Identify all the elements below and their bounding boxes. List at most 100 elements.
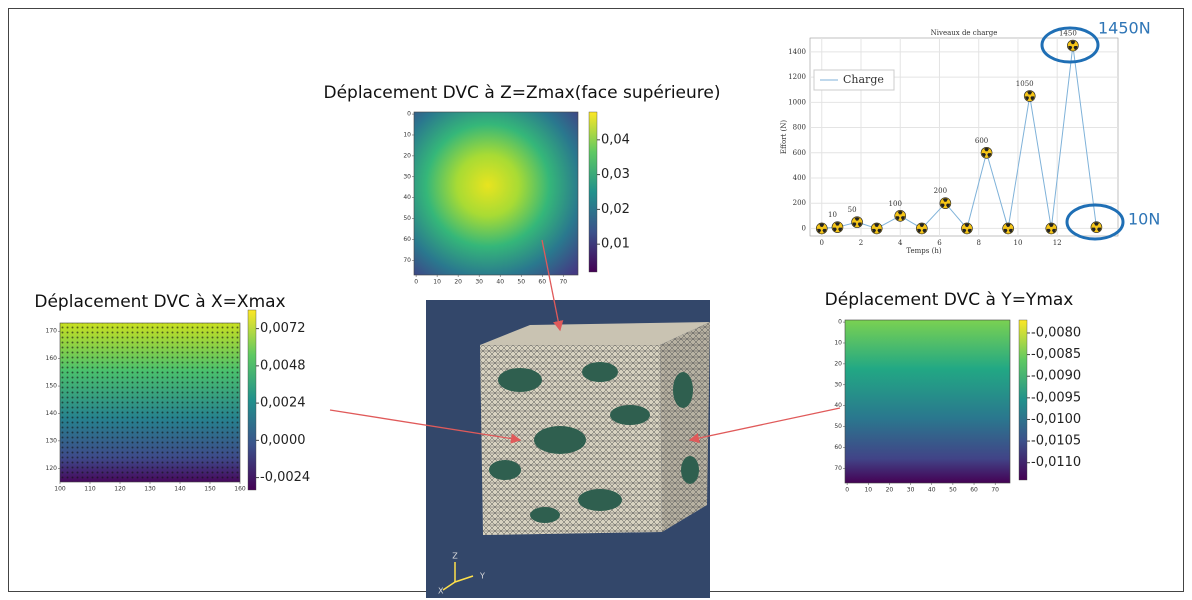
colorbar-label: 0,0000 [260, 433, 306, 448]
x-tick-label: 140 [174, 486, 186, 493]
x-tick-label: 50 [949, 487, 957, 494]
y-tick-label: 0 [838, 319, 842, 326]
point-marker [851, 216, 863, 228]
mesh-view: Z Y X [426, 300, 710, 598]
y-tick-label: 20 [834, 360, 842, 367]
x-tick-label: 4 [898, 239, 903, 247]
data-label: 50 [848, 206, 857, 214]
heatmap-image [414, 112, 578, 275]
point-marker [1045, 222, 1058, 235]
x-tick-label: 40 [928, 487, 936, 494]
colorbar-label: 0,02 [601, 202, 630, 217]
colorbar [588, 111, 598, 273]
y-axis-label: Effort (N) [780, 120, 788, 155]
panel-title: Déplacement DVC à Z=Zmax(face supérieure… [323, 83, 720, 103]
y-tick-label: 40 [834, 402, 842, 409]
colorbar-label: -0,0085 [1031, 347, 1081, 362]
y-tick-label: 1400 [788, 48, 806, 56]
y-tick-label: 170 [46, 328, 58, 335]
axis-label: Z [452, 552, 458, 561]
point-marker [1090, 221, 1103, 233]
data-label: 600 [975, 137, 988, 145]
x-tick-label: 0 [845, 487, 849, 494]
heatmap-frame [413, 111, 579, 276]
point-marker [831, 221, 844, 233]
arrows [329, 239, 841, 444]
y-tick-label: 50 [403, 215, 411, 222]
x-tick-label: 20 [454, 279, 462, 286]
y-tick-label: 10 [403, 131, 411, 138]
heatmap-points [60, 323, 240, 482]
point-marker [961, 222, 973, 235]
y-tick-label: 50 [834, 423, 842, 430]
x-tick-label: 12 [1053, 239, 1062, 247]
y-tick-label: 10 [834, 339, 842, 346]
colorbar-label: 0,04 [601, 132, 630, 147]
y-tick-label: 30 [834, 381, 842, 388]
point-marker [1023, 90, 1036, 102]
marker-symbol [1003, 223, 1013, 233]
x-tick-label: 20 [886, 487, 894, 494]
x-tick-label: 10 [433, 279, 441, 286]
marker-symbol [817, 223, 827, 233]
y-tick-label: 70 [834, 465, 842, 472]
marker-symbol [981, 147, 992, 158]
marker-symbol [1068, 40, 1078, 50]
x-tick-label: 10 [864, 487, 872, 494]
y-tick-label: 70 [403, 257, 411, 264]
colorbar [1018, 319, 1028, 481]
marker-symbol [1046, 223, 1056, 233]
x-tick-label: 2 [859, 239, 863, 247]
data-label: 10 [828, 211, 837, 219]
point-marker [916, 222, 928, 235]
y-tick-label: 160 [46, 355, 58, 362]
x-tick-label: 8 [976, 239, 980, 247]
point-marker [894, 210, 907, 222]
y-tick-label: 200 [793, 199, 806, 207]
chart-title: Niveaux de charge [931, 29, 998, 37]
marker-symbol [1091, 222, 1102, 232]
annotation: 1450N [1098, 19, 1151, 38]
y-tick-label: 0 [802, 224, 806, 232]
colorbar-label: 0,03 [601, 167, 630, 182]
panel-title: Déplacement DVC à X=Xmax [34, 292, 285, 312]
x-axis-label: Temps (h) [906, 247, 941, 255]
colorbar-label: 0,0024 [260, 396, 306, 411]
x-tick-label: 150 [204, 486, 216, 493]
annotation: 10N [1128, 210, 1160, 229]
colorbar-label: -0,0080 [1031, 325, 1081, 340]
x-tick-label: 70 [991, 487, 999, 494]
x-tick-label: 0 [414, 279, 418, 286]
x-tick-label: 10 [1013, 239, 1022, 247]
y-tick-label: 1000 [788, 98, 806, 106]
point-marker [1002, 222, 1014, 235]
y-tick-label: 60 [834, 444, 842, 451]
x-tick-label: 6 [937, 239, 942, 247]
y-tick-label: 1200 [788, 73, 806, 81]
y-tick-label: 150 [46, 383, 58, 390]
y-tick-label: 140 [46, 410, 58, 417]
heatmap-frame [844, 319, 1011, 484]
marker-symbol [1025, 91, 1035, 101]
x-tick-label: 70 [559, 279, 567, 286]
y-tick-label: 800 [793, 124, 806, 132]
panel-title: Déplacement DVC à Y=Ymax [825, 290, 1074, 310]
y-tick-label: 0 [407, 111, 411, 118]
x-tick-label: 40 [496, 279, 504, 286]
annotation-circle [1040, 26, 1100, 64]
y-tick-label: 120 [46, 465, 58, 472]
data-label: 100 [889, 200, 902, 208]
x-tick-label: 120 [114, 486, 126, 493]
y-tick-label: 60 [403, 236, 411, 243]
x-tick-label: 60 [970, 487, 978, 494]
y-tick-label: 20 [403, 152, 411, 159]
legend-box [813, 69, 895, 91]
x-tick-label: 30 [475, 279, 483, 286]
point-marker [980, 146, 993, 159]
x-tick-label: 50 [517, 279, 525, 286]
marker-symbol [962, 223, 972, 233]
marker-symbol [917, 223, 927, 233]
x-tick-label: 100 [54, 486, 66, 493]
data-label: 1450 [1059, 30, 1077, 38]
point-marker [939, 197, 952, 210]
